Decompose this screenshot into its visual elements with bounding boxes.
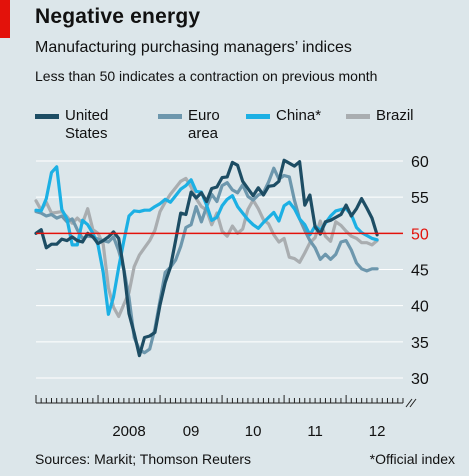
x-tick-label-2008: 2008 [112, 423, 145, 440]
legend-label-china: China* [276, 107, 322, 124]
legend-label-brazil: Brazil [376, 107, 414, 124]
legend-label-united-states-line2: States [65, 125, 108, 142]
x-tick-label-10: 10 [245, 423, 262, 440]
legend-item-euro-area: Euro area [158, 107, 258, 143]
y-tick-label-45: 45 [411, 263, 429, 280]
y-tick-label-60: 60 [411, 154, 429, 171]
chart-title: Negative energy [35, 5, 201, 28]
x-tick-label-11: 11 [307, 423, 323, 440]
legend-item-china: China* [246, 107, 346, 125]
y-tick-label-55: 55 [411, 190, 429, 207]
legend-swatch-brazil [346, 114, 370, 119]
legend-swatch-china [246, 114, 270, 119]
axis-break-mark [405, 398, 413, 408]
legend-label-united-states-line1: United [65, 107, 109, 124]
legend-label-euro-area-line1: Euro [188, 107, 220, 124]
source-note: Sources: Markit; Thomson Reuters [35, 451, 252, 467]
y-tick-label-30: 30 [411, 371, 429, 388]
accent-red-tab [0, 0, 10, 38]
chart-note: Less than 50 indicates a contraction on … [35, 68, 378, 84]
x-tick-label-09: 09 [183, 423, 200, 440]
legend-label-euro-area-line2: area [188, 125, 219, 142]
series-line-euro-area [34, 166, 379, 355]
y-tick-label-40: 40 [411, 299, 429, 316]
series-line-china [34, 165, 379, 316]
series-line-united-states [34, 158, 379, 358]
legend-item-brazil: Brazil [346, 107, 446, 125]
legend-swatch-united-states [35, 114, 59, 119]
legend-swatch-euro-area [158, 114, 182, 119]
legend-item-united-states: United States [35, 107, 135, 143]
legend: United States Euro area China* Brazil [35, 107, 465, 147]
y-tick-label-50: 50 [411, 226, 429, 243]
footnote: *Official index [369, 451, 455, 467]
axis-break-mark [409, 398, 417, 408]
y-tick-label-35: 35 [411, 335, 429, 352]
x-tick-label-12: 12 [369, 423, 386, 440]
chart-subtitle: Manufacturing purchasing managers’ indic… [35, 39, 352, 56]
